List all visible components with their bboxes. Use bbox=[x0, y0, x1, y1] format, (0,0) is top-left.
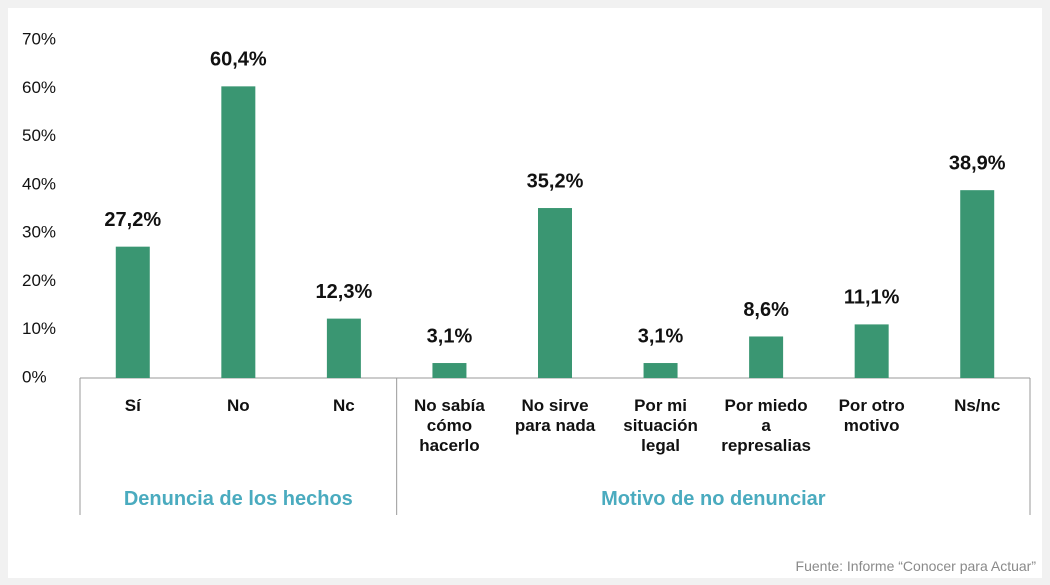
x-tick-label: Por miedo a represalias bbox=[721, 396, 811, 455]
x-tick-label: No bbox=[226, 396, 250, 415]
x-tick-label: Nc bbox=[333, 396, 355, 415]
bar bbox=[749, 336, 784, 378]
value-label: 35,2% bbox=[527, 170, 584, 192]
x-tick-label: Ns/nc bbox=[954, 396, 1001, 415]
x-tick-label: No sabía cómo hacerlo bbox=[414, 396, 485, 455]
y-tick-label: 10% bbox=[22, 319, 56, 338]
y-tick-label: 50% bbox=[22, 126, 56, 145]
bar bbox=[221, 86, 256, 379]
bar bbox=[960, 190, 995, 378]
value-label: 3,1% bbox=[638, 325, 684, 347]
bar bbox=[538, 208, 572, 378]
value-label: 8,6% bbox=[743, 299, 789, 321]
source-note: Fuente: Informe “Conocer para Actuar” bbox=[795, 558, 1036, 574]
y-tick-label: 70% bbox=[22, 29, 56, 48]
group-label: Denuncia de los hechos bbox=[123, 488, 353, 510]
value-label: 3,1% bbox=[427, 325, 473, 347]
x-tick-label: Por otro motivo bbox=[838, 396, 905, 435]
bar bbox=[643, 363, 678, 378]
x-tick-label: Por mi situación legal bbox=[623, 396, 698, 455]
value-label: 38,9% bbox=[949, 152, 1006, 174]
bar bbox=[854, 324, 889, 378]
value-label: 60,4% bbox=[210, 49, 267, 71]
bar bbox=[326, 318, 361, 378]
value-label: 27,2% bbox=[104, 209, 161, 231]
bar bbox=[115, 246, 150, 378]
group-label: Motivo de no denunciar bbox=[601, 488, 826, 510]
y-tick-label: 20% bbox=[22, 271, 56, 290]
bar bbox=[432, 363, 467, 378]
x-tick-label: Sí bbox=[124, 396, 141, 415]
x-tick-label: No sirve para nada bbox=[514, 396, 596, 435]
value-label: 12,3% bbox=[316, 281, 373, 303]
panel bbox=[8, 8, 1042, 578]
y-tick-label: 0% bbox=[22, 367, 47, 386]
y-tick-label: 30% bbox=[22, 223, 56, 242]
y-tick-label: 60% bbox=[22, 78, 56, 97]
value-label: 11,1% bbox=[844, 287, 900, 309]
y-tick-label: 40% bbox=[22, 174, 56, 193]
